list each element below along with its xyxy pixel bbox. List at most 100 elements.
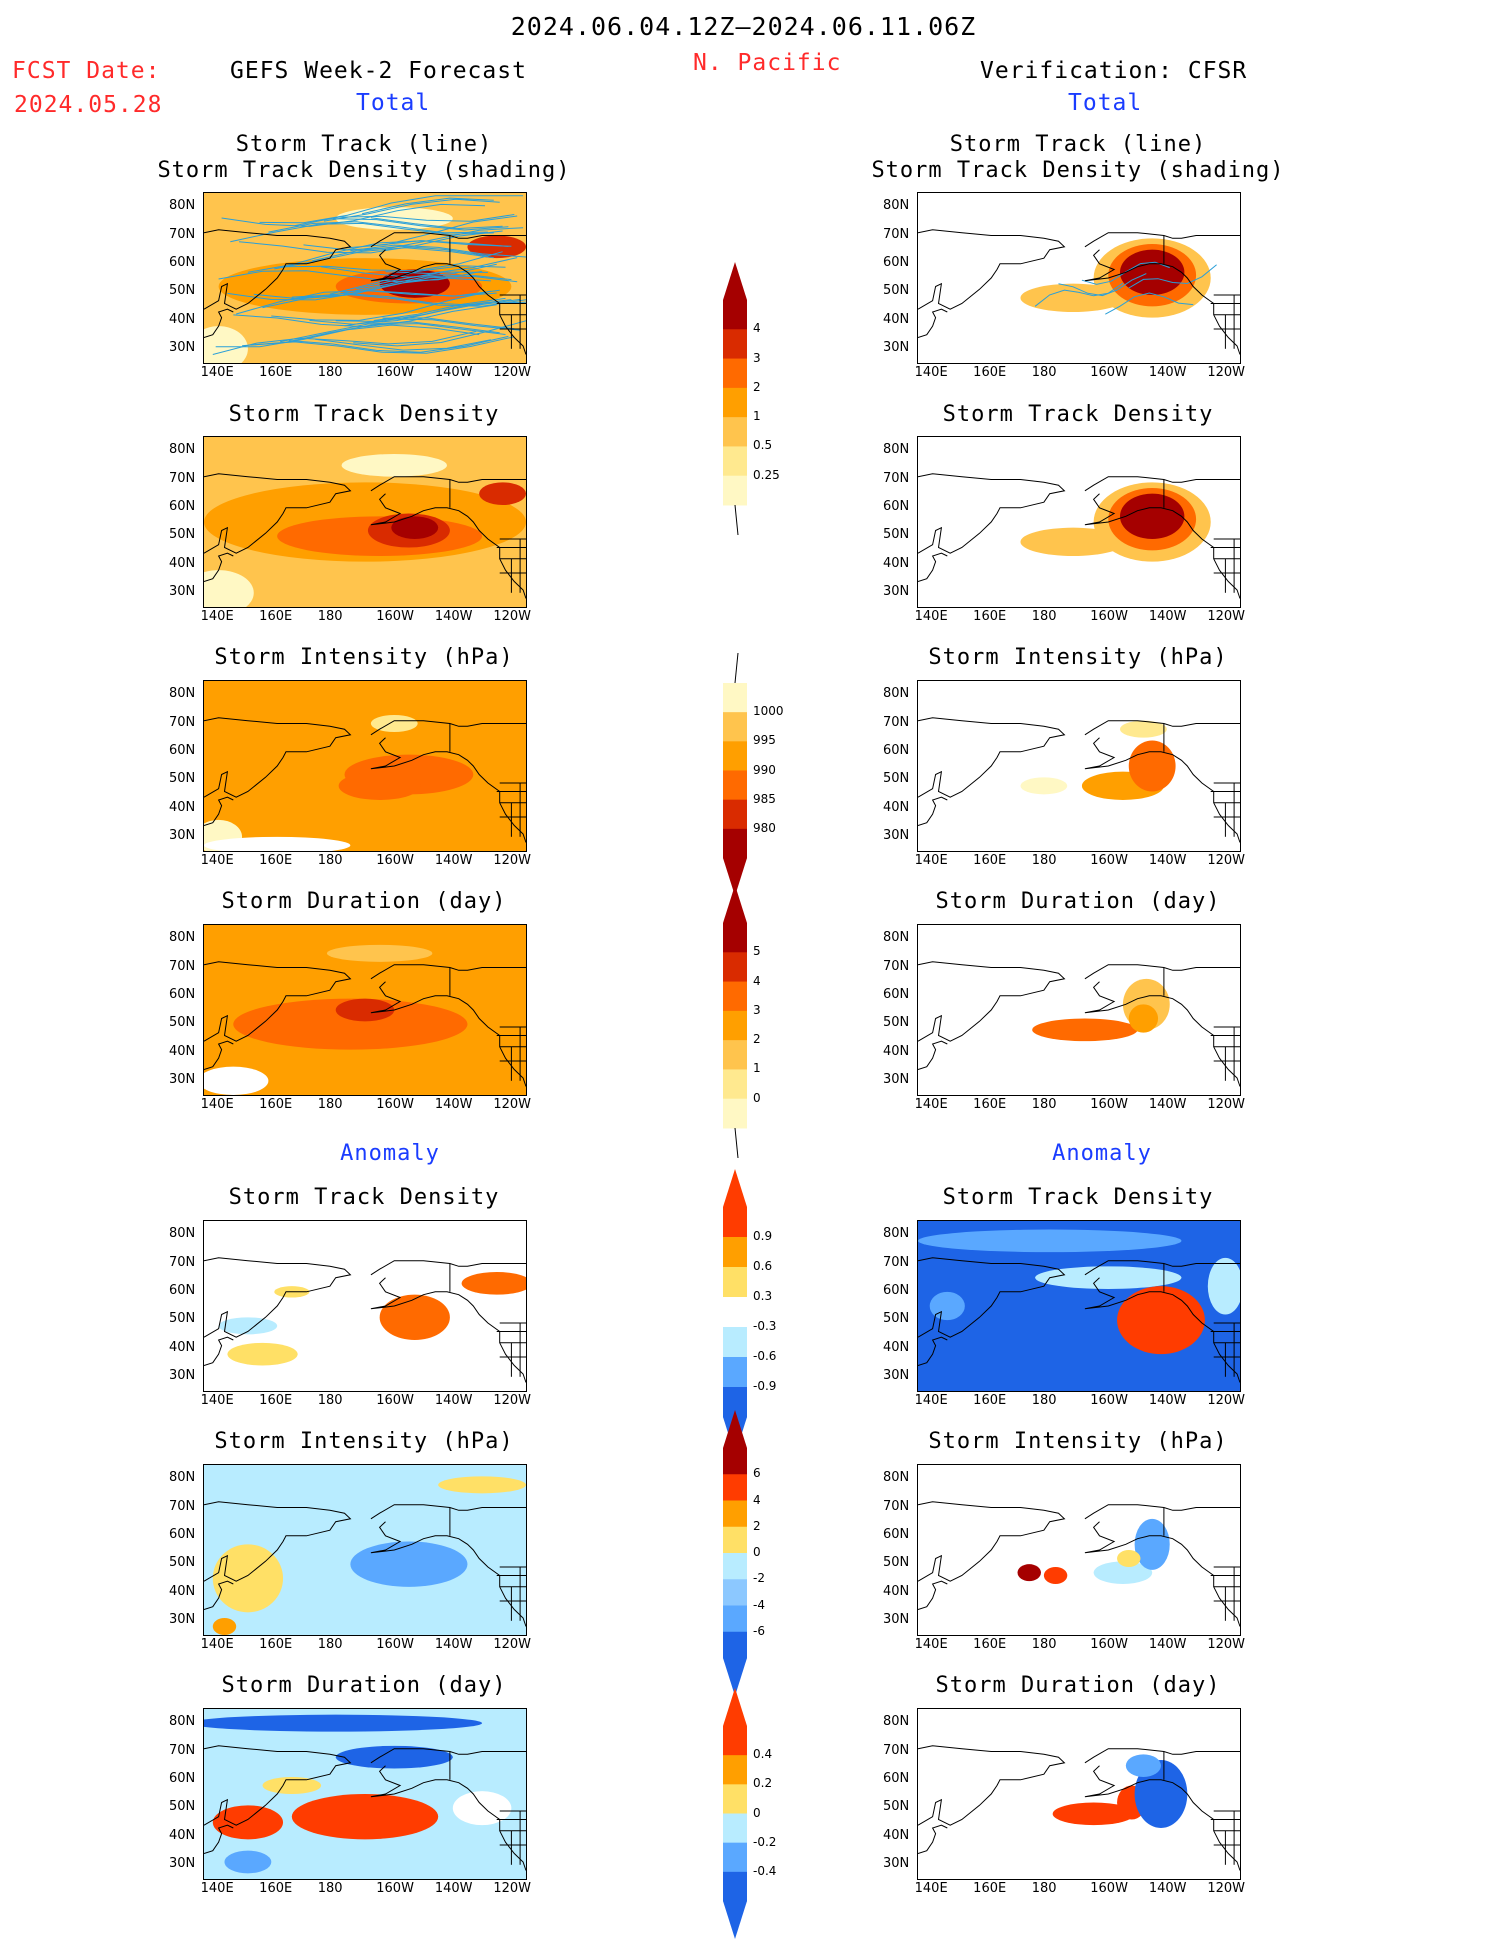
forecast-map-density (203, 436, 527, 608)
fcst-date-label: FCST Date: (12, 58, 161, 84)
colorbar-label: -4 (753, 1597, 765, 1612)
colorbar-segment (723, 1813, 747, 1844)
verification-map-anom-density (917, 1220, 1241, 1392)
colorbar-segment (723, 923, 747, 953)
lon-tick-label: 160E (973, 1637, 1007, 1652)
lat-tick-label: 50N (883, 527, 910, 543)
coastline (918, 473, 1066, 554)
coastline (204, 796, 234, 826)
colorbar-segment (723, 1267, 747, 1298)
lon-tick-label: 160W (1090, 853, 1128, 868)
lat-tick-label: 70N (169, 226, 196, 242)
coastline (1084, 493, 1240, 599)
lat-tick-label: 80N (883, 198, 910, 214)
right-total-label: Total (1068, 90, 1143, 116)
map-background (918, 681, 1240, 851)
shaded-region (452, 1791, 512, 1826)
lon-tick-label: 120W (1207, 853, 1246, 868)
storm-track-line (341, 215, 518, 249)
colorbar-label: 990 (753, 762, 776, 777)
colorbar-segment (723, 952, 747, 983)
panel-title: Storm Track (line) (235, 132, 493, 157)
storm-track-line (215, 324, 480, 348)
lat-tick-label: 50N (169, 283, 196, 299)
lat-tick-label: 80N (169, 1714, 196, 1730)
shaded-region (291, 1794, 439, 1840)
storm-track-line (1058, 273, 1147, 297)
coastline (1084, 1521, 1240, 1627)
colorbar-segment (723, 446, 747, 477)
panel-title: Storm Intensity (hPa) (928, 645, 1228, 670)
colorbar-label: 0 (753, 1545, 761, 1559)
colorbar-segment (723, 358, 747, 389)
colorbar-segment (723, 1526, 747, 1554)
storm-track-line (350, 244, 526, 258)
coastline (1084, 964, 1240, 980)
panel-title: Storm Track Density (228, 1185, 500, 1210)
lat-tick-label: 80N (883, 1714, 910, 1730)
lat-tick-label: 50N (169, 1799, 196, 1815)
shaded-region (1134, 1760, 1188, 1828)
lon-tick-label: 180 (1031, 365, 1057, 380)
lon-tick-label: 160W (376, 1637, 414, 1652)
lon-tick-label: 160E (259, 853, 293, 868)
lon-tick-label: 160W (1090, 1097, 1128, 1112)
lon-tick-label: 180 (317, 1097, 343, 1112)
colorbar-segment (723, 799, 747, 830)
forecast-map-anom-duration (203, 1708, 527, 1880)
lon-tick-label: 160E (973, 609, 1007, 624)
lat-tick-label: 40N (883, 1583, 910, 1599)
colorbar-segment (723, 1069, 747, 1100)
coastline (918, 1501, 1066, 1582)
storm-track-line (373, 297, 506, 321)
colorbar-label: 0.5 (753, 438, 773, 453)
coastline (370, 981, 526, 1087)
shaded-region (391, 516, 439, 539)
lat-tick-label: 80N (169, 686, 196, 702)
lon-tick-label: 120W (493, 1881, 532, 1896)
lon-tick-label: 160W (1090, 365, 1128, 380)
panel-title: Storm Track (line) (949, 132, 1207, 157)
lon-tick-label: 160E (973, 853, 1007, 868)
storm-track-line (236, 289, 500, 315)
coastline (1084, 720, 1240, 736)
lon-tick-label: 120W (493, 853, 532, 868)
storm-track-line (250, 336, 515, 354)
map-background (918, 1709, 1240, 1879)
shaded-region (1093, 1561, 1153, 1584)
shaded-region (1207, 1257, 1240, 1315)
storm-track-line (300, 292, 521, 306)
coastline (370, 964, 526, 980)
colorbar-segment (723, 1871, 747, 1902)
panel-title: Storm Track Density (shading) (157, 158, 571, 183)
colorbar-tail-bottom (734, 1127, 739, 1159)
lat-tick-label: 30N (169, 827, 196, 843)
colorbar-segment (723, 1579, 747, 1606)
panel-title: Storm Track Density (942, 402, 1214, 427)
shaded-region (1119, 493, 1185, 539)
colorbar-segment (723, 300, 747, 330)
lat-tick-label: 50N (883, 1311, 910, 1327)
lat-tick-label: 60N (883, 742, 910, 758)
lat-tick-label: 30N (169, 1611, 196, 1627)
storm-track-line (370, 217, 503, 230)
lat-tick-label: 40N (883, 1043, 910, 1059)
coastline (370, 232, 526, 248)
colorbar-segment (723, 329, 747, 360)
colorbar-segment (723, 387, 747, 418)
lon-tick-label: 180 (1031, 609, 1057, 624)
coastline (918, 1580, 948, 1610)
colorbar-intensity-total (723, 652, 747, 896)
shaded-region (1119, 720, 1167, 738)
lat-tick-label: 40N (883, 799, 910, 815)
lat-tick-label: 30N (883, 1611, 910, 1627)
shaded-region (1052, 1802, 1135, 1826)
colorbar-label: 3 (753, 1002, 761, 1017)
colorbar-segment (723, 1726, 747, 1756)
lat-tick-label: 40N (169, 1583, 196, 1599)
lon-tick-label: 140E (914, 1393, 948, 1408)
forecast-map-anom-intensity (203, 1464, 527, 1636)
colorbar-segment (723, 1207, 747, 1238)
colorbar-label: 0 (753, 1805, 761, 1820)
colorbar-label: 6 (753, 1466, 761, 1481)
